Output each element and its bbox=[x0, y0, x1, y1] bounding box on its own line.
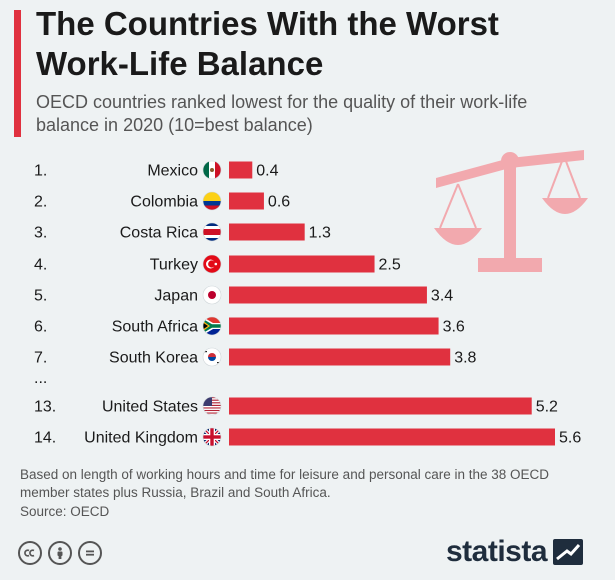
rank-label: 6. bbox=[34, 319, 47, 336]
bar bbox=[229, 428, 555, 446]
balance-scale-icon bbox=[434, 150, 588, 272]
value-label: 5.6 bbox=[559, 430, 581, 447]
rank-label: 7. bbox=[34, 350, 47, 367]
rank-label: 14. bbox=[34, 430, 56, 447]
country-label: United Kingdom bbox=[84, 430, 198, 447]
rank-label: 1. bbox=[34, 163, 47, 180]
gap-ellipsis: ... bbox=[34, 370, 47, 387]
bar bbox=[229, 192, 264, 210]
rank-label: 13. bbox=[34, 399, 56, 416]
bar bbox=[229, 161, 253, 179]
bar bbox=[229, 286, 427, 304]
united-kingdom-flag bbox=[202, 427, 222, 447]
mexico-flag bbox=[202, 160, 222, 180]
rank-label: 4. bbox=[34, 257, 47, 274]
bar bbox=[229, 317, 439, 335]
rank-label: 5. bbox=[34, 288, 47, 305]
country-label: Japan bbox=[154, 288, 198, 305]
accent-bar bbox=[14, 10, 21, 137]
chart-subtitle: OECD countries ranked lowest for the qua… bbox=[36, 92, 528, 135]
united-states-flag bbox=[202, 396, 222, 416]
brand-logo: statista bbox=[446, 535, 584, 569]
nd-icon bbox=[78, 541, 102, 565]
rank-label: 2. bbox=[34, 194, 47, 211]
statista-logo-icon bbox=[553, 539, 584, 565]
bar bbox=[229, 255, 375, 273]
south-korea-flag bbox=[202, 347, 222, 367]
country-label: Colombia bbox=[130, 194, 198, 211]
value-label: 0.6 bbox=[268, 194, 290, 211]
bar bbox=[229, 223, 305, 241]
turkey-flag bbox=[202, 254, 222, 274]
license-icons bbox=[18, 541, 102, 565]
colombia-flag bbox=[202, 191, 222, 211]
value-label: 3.8 bbox=[454, 350, 476, 367]
country-label: South Africa bbox=[112, 319, 198, 336]
bar bbox=[229, 348, 451, 366]
costa-rica-flag bbox=[202, 222, 222, 242]
country-label: Turkey bbox=[150, 257, 198, 274]
value-label: 1.3 bbox=[309, 225, 331, 242]
country-label: South Korea bbox=[109, 350, 198, 367]
bar-chart: ... 1. Mexico 0.4 2. Colombia 0.6 3. Costa Rica… bbox=[34, 150, 588, 447]
value-label: 0.4 bbox=[256, 163, 278, 180]
brand-name: statista bbox=[446, 535, 548, 568]
country-label: Mexico bbox=[147, 163, 198, 180]
japan-flag bbox=[202, 285, 222, 305]
south-africa-flag bbox=[202, 316, 222, 336]
source-note: Source: OECD bbox=[20, 504, 110, 519]
value-label: 3.6 bbox=[443, 319, 465, 336]
chart-title: The Countries With the Worst Work-Life B… bbox=[36, 5, 499, 82]
rank-label: 3. bbox=[34, 225, 47, 242]
by-icon bbox=[48, 541, 72, 565]
value-label: 2.5 bbox=[379, 257, 401, 274]
value-label: 5.2 bbox=[536, 399, 558, 416]
country-label: Costa Rica bbox=[120, 225, 198, 242]
footnote: Based on length of working hours and tim… bbox=[20, 467, 550, 500]
value-label: 3.4 bbox=[431, 288, 453, 305]
cc-icon bbox=[18, 541, 42, 565]
bar bbox=[229, 397, 532, 415]
country-label: United States bbox=[102, 399, 198, 416]
